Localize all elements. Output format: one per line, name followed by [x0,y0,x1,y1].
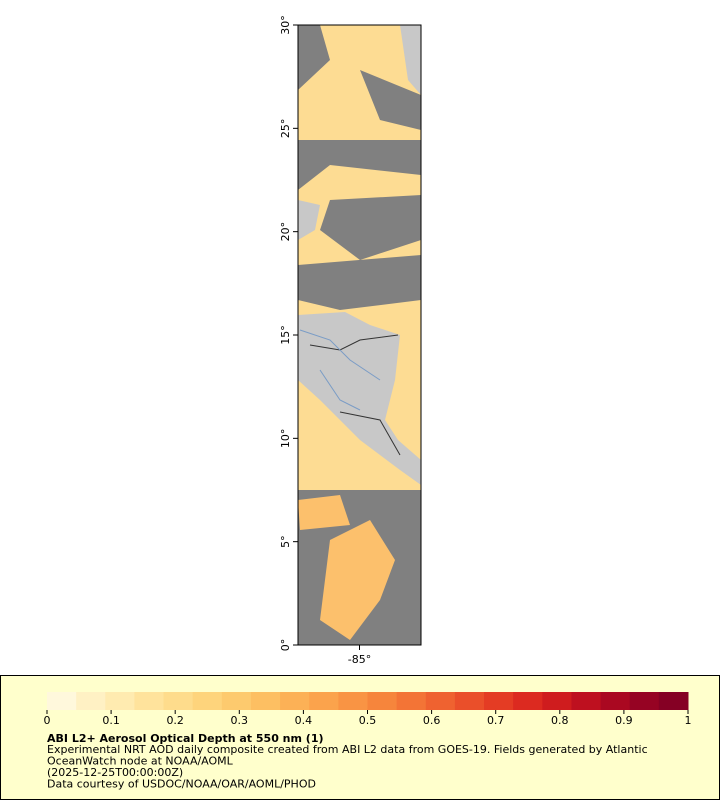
colorbar-tick-label: 0.1 [102,714,120,727]
colorbar-swatch [484,692,514,710]
colorbar-swatch [105,692,135,710]
y-tick-label: 5° [279,535,292,548]
colorbar-swatch [76,692,106,710]
y-tick-label: 30° [279,15,292,35]
colorbar-tick-label: 0.6 [423,714,441,727]
colorbar-swatch [425,692,456,710]
legend-line: Experimental NRT AOD daily composite cre… [47,743,648,756]
map-image [297,24,422,646]
colorbar-tick-label: 0 [44,714,51,727]
colorbar-swatch [309,692,339,710]
y-tick-label: 0° [279,639,292,652]
land [298,25,421,485]
y-tick-label: 15° [279,325,292,345]
border [309,334,401,456]
legend-line: (2025-12-25T00:00:00Z) [47,766,183,779]
y-tick-label: 10° [279,429,292,449]
colorbar-swatch [571,692,602,710]
colorbar-tick-label: 0.8 [551,714,569,727]
colorbar-tick-label: 0.3 [231,714,249,727]
colorbar-swatch [454,692,485,710]
colorbar-tick-label: 0.4 [295,714,313,727]
colorbar-swatch [47,692,77,710]
colorbar-swatch [658,692,689,710]
colorbar-tick-label: 0.5 [359,714,377,727]
colorbar-tick-label: 0.9 [615,714,633,727]
y-tick-label: 20° [279,222,292,242]
legend-line: OceanWatch node at NOAA/AOML [47,755,234,768]
legend-line: Data courtesy of USDOC/NOAA/OAR/AOML/PHO… [47,778,316,791]
colorbar-tick-label: 1 [685,714,692,727]
colorbar-tick-label: 0.7 [487,714,505,727]
colorbar-swatch [280,692,310,710]
x-tick-label: -85° [348,653,371,666]
river [299,329,381,411]
colorbar-tick-label: 0.2 [166,714,184,727]
cloud-mask [298,25,421,645]
colorbar-swatch [134,692,165,710]
colorbar-swatch [396,692,427,710]
colorbar-swatch [629,692,660,710]
y-tick-label: 25° [279,119,292,139]
colorbar-swatch [338,692,368,710]
colorbar-swatch [542,692,572,710]
legend-title: ABI L2+ Aerosol Optical Depth at 550 nm … [47,732,324,745]
colorbar-swatch [600,692,631,710]
colorbar-swatch [221,692,252,710]
colorbar-swatch [163,692,194,710]
colorbar-swatch [513,692,543,710]
colorbar-swatch [192,692,223,710]
colorbar-swatch [250,692,281,710]
colorbar-swatch [367,692,398,710]
aerosol-patch [298,495,395,640]
